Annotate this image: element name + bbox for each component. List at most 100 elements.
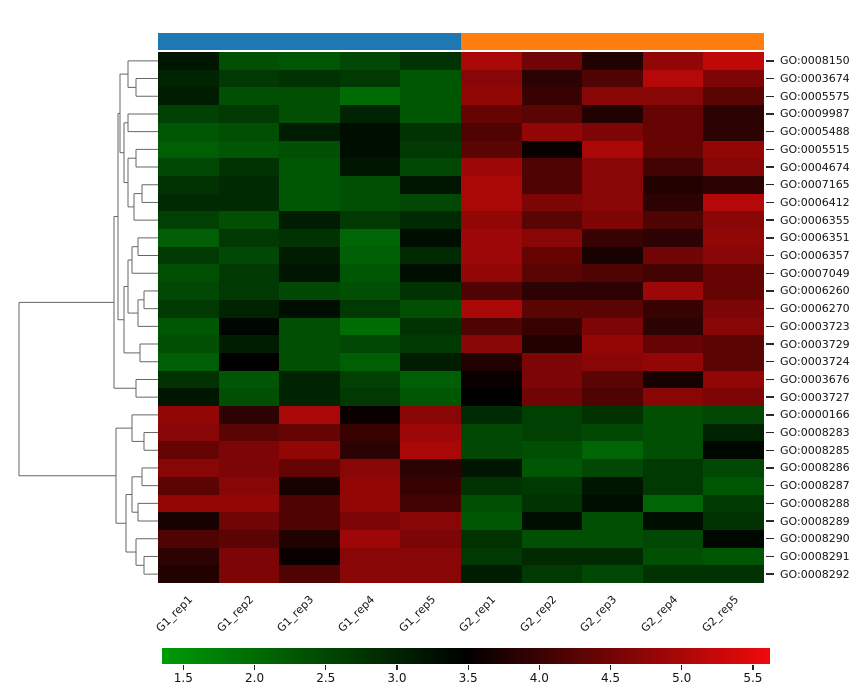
heatmap-cell — [460, 211, 522, 229]
row-tick — [766, 467, 774, 469]
row-label: GO:0000166 — [780, 408, 850, 422]
row-tick — [766, 254, 774, 257]
heatmap-cell — [582, 87, 643, 106]
row-tick — [766, 538, 774, 540]
heatmap-cell — [400, 352, 461, 371]
heatmap-cell — [642, 512, 704, 530]
heatmap-cell — [218, 69, 280, 88]
heatmap-cell — [218, 335, 280, 353]
heatmap-cell — [400, 512, 461, 530]
heatmap-cell — [218, 282, 280, 300]
heatmap-cell — [521, 423, 583, 442]
heatmap-cell — [460, 175, 522, 194]
heatmap-cell — [279, 193, 340, 212]
heatmap-cell — [521, 52, 583, 70]
col-label: G1_rep3 — [274, 593, 317, 635]
heatmap-cell — [400, 565, 461, 583]
col-label: G1_rep5 — [396, 593, 438, 635]
heatmap-cell — [279, 69, 340, 88]
row-label: GO:0009987 — [780, 107, 850, 121]
heatmap-cell — [460, 317, 522, 336]
heatmap-cell — [279, 122, 340, 141]
colorbar-tick — [752, 665, 754, 670]
heatmap-cell — [521, 229, 583, 247]
heatmap-cell — [703, 229, 764, 247]
heatmap-cell — [218, 512, 280, 530]
row-tick — [766, 290, 774, 292]
heatmap-cell — [400, 529, 461, 548]
heatmap-cell — [400, 264, 461, 283]
row-tick — [766, 502, 774, 505]
heatmap-cell — [642, 282, 704, 300]
heatmap-cell — [279, 459, 340, 477]
heatmap-cell — [521, 370, 583, 389]
heatmap-cell — [460, 459, 522, 477]
heatmap-cell — [460, 565, 522, 583]
row-tick — [766, 307, 774, 310]
heatmap-cell — [400, 388, 461, 406]
heatmap-cell — [400, 140, 461, 159]
heatmap-cell — [279, 140, 340, 159]
row-label: GO:0006351 — [780, 231, 850, 245]
heatmap-cell — [642, 246, 704, 265]
heatmap-cell — [339, 87, 401, 106]
col-label: G2_rep3 — [577, 593, 620, 635]
heatmap-cell — [400, 406, 461, 424]
heatmap-cell — [642, 193, 704, 212]
heatmap-cell — [339, 317, 401, 336]
heatmap-cell — [521, 140, 583, 159]
heatmap-cell — [703, 547, 764, 566]
heatmap-cell — [460, 193, 522, 212]
heatmap-cell — [158, 87, 219, 106]
heatmap-cell — [642, 158, 704, 176]
heatmap-cell — [521, 211, 583, 229]
column-group-colorbar — [158, 33, 764, 50]
heatmap-cell — [218, 175, 280, 194]
heatmap-cell — [460, 105, 522, 123]
heatmap-cell — [158, 459, 219, 477]
heatmap-cell — [521, 87, 583, 106]
heatmap-cell — [703, 69, 764, 88]
heatmap-cell — [642, 441, 704, 460]
heatmap-cell — [158, 441, 219, 460]
row-label: GO:0006357 — [780, 249, 850, 263]
heatmap-cell — [642, 87, 704, 106]
heatmap-cell — [460, 547, 522, 566]
heatmap-cell — [339, 52, 401, 70]
heatmap-cell — [218, 105, 280, 123]
heatmap-cell — [218, 299, 280, 318]
heatmap-cell — [642, 494, 704, 513]
heatmap-cell — [279, 158, 340, 176]
colorbar-tick-label: 2.0 — [245, 671, 265, 685]
heatmap-cell — [582, 317, 643, 336]
heatmap-cell — [703, 105, 764, 123]
heatmap-cell — [218, 264, 280, 283]
row-label: GO:0008290 — [780, 532, 850, 546]
row-tick — [766, 396, 774, 398]
heatmap-cell — [279, 406, 340, 424]
heatmap-cell — [400, 547, 461, 566]
heatmap-cell — [703, 529, 764, 548]
row-label: GO:0008150 — [780, 54, 850, 68]
heatmap-cell — [158, 512, 219, 530]
heatmap-cell — [279, 317, 340, 336]
row-label: GO:0003724 — [780, 355, 850, 369]
heatmap-cell — [642, 352, 704, 371]
row-label: GO:0008286 — [780, 461, 850, 475]
heatmap-cell — [460, 299, 522, 318]
heatmap-cell — [279, 547, 340, 566]
heatmap-cell — [521, 175, 583, 194]
heatmap-cell — [642, 105, 704, 123]
colorbar-tick-label: 5.0 — [672, 671, 692, 685]
heatmap-cell — [521, 388, 583, 406]
row-dendrogram — [18, 60, 158, 575]
heatmap-cell — [460, 87, 522, 106]
heatmap-cell — [521, 246, 583, 265]
heatmap-cell — [158, 423, 219, 442]
row-label: GO:0008283 — [780, 426, 850, 440]
heatmap-cell — [279, 52, 340, 70]
row-label: GO:0007165 — [780, 178, 850, 192]
colorbar-tick — [396, 665, 398, 670]
heatmap-cell — [642, 140, 704, 159]
heatmap-cell — [158, 406, 219, 424]
